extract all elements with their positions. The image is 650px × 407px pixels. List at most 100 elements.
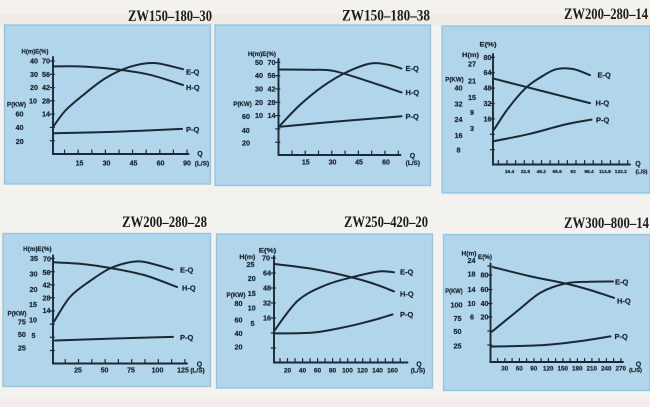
svg-text:30: 30 [329, 160, 337, 167]
svg-text:Q: Q [197, 362, 203, 369]
svg-text:82: 82 [570, 169, 576, 175]
svg-text:30: 30 [501, 366, 509, 373]
svg-text:27: 27 [468, 60, 476, 69]
svg-text:21: 21 [468, 76, 476, 85]
svg-text:H-Q: H-Q [182, 284, 196, 293]
svg-text:16: 16 [455, 131, 463, 140]
svg-text:25: 25 [454, 342, 462, 351]
svg-text:64: 64 [484, 68, 492, 77]
svg-text:120: 120 [543, 366, 554, 373]
svg-text:P-Q: P-Q [400, 310, 414, 319]
svg-text:32: 32 [484, 99, 492, 108]
svg-text:90: 90 [530, 366, 538, 373]
svg-text:60: 60 [382, 160, 390, 167]
svg-text:(L/S): (L/S) [411, 368, 425, 375]
svg-text:P-Q: P-Q [596, 116, 610, 125]
svg-text:H-Q: H-Q [596, 99, 610, 108]
svg-text:H-Q: H-Q [186, 83, 200, 92]
svg-text:40: 40 [481, 299, 489, 308]
svg-text:E-Q: E-Q [598, 71, 612, 80]
svg-text:H-Q: H-Q [400, 290, 414, 299]
svg-text:80: 80 [235, 299, 243, 308]
svg-text:P(KW): P(KW) [445, 77, 463, 84]
svg-text:20: 20 [30, 285, 38, 294]
svg-text:48: 48 [263, 284, 271, 293]
svg-text:16.4: 16.4 [505, 169, 515, 175]
svg-text:ZW150–180–38: ZW150–180–38 [342, 8, 430, 25]
svg-text:65.6: 65.6 [553, 169, 563, 175]
svg-text:80: 80 [481, 271, 489, 280]
svg-text:90: 90 [183, 161, 191, 168]
svg-text:H(m)E(%): H(m)E(%) [23, 246, 51, 253]
svg-text:Q: Q [197, 151, 203, 158]
svg-text:28: 28 [268, 98, 276, 107]
svg-text:70: 70 [43, 255, 51, 264]
svg-text:(L/S): (L/S) [629, 368, 642, 374]
svg-text:8: 8 [457, 146, 461, 155]
svg-text:5: 5 [251, 319, 255, 328]
svg-text:270: 270 [616, 366, 627, 373]
svg-text:6: 6 [470, 312, 474, 321]
svg-text:98.4: 98.4 [584, 169, 594, 175]
svg-text:Q: Q [410, 153, 416, 160]
svg-text:30: 30 [30, 269, 38, 278]
svg-text:H(m)E(%): H(m)E(%) [248, 51, 276, 58]
svg-text:P(KW): P(KW) [233, 101, 252, 108]
svg-text:50: 50 [454, 327, 462, 336]
svg-text:H(m): H(m) [462, 52, 479, 59]
svg-text:14: 14 [43, 306, 51, 315]
svg-text:H(m): H(m) [462, 251, 477, 258]
svg-text:E-Q: E-Q [180, 266, 194, 275]
svg-text:16: 16 [263, 314, 271, 323]
svg-text:100: 100 [342, 367, 353, 374]
svg-text:(L/S): (L/S) [190, 368, 204, 375]
svg-text:49.2: 49.2 [537, 169, 547, 175]
svg-text:E-Q: E-Q [615, 278, 629, 287]
svg-text:100: 100 [451, 301, 463, 310]
svg-text:120: 120 [357, 367, 368, 374]
svg-text:15: 15 [76, 161, 84, 168]
svg-text:ZW200–280–14: ZW200–280–14 [564, 6, 648, 23]
svg-text:ZW150–180–30: ZW150–180–30 [128, 8, 212, 25]
svg-text:75: 75 [454, 314, 462, 323]
svg-text:40: 40 [16, 123, 24, 132]
svg-text:64: 64 [263, 269, 271, 278]
svg-text:15: 15 [248, 289, 256, 298]
svg-text:(L/S): (L/S) [195, 161, 209, 168]
svg-text:24: 24 [468, 256, 476, 265]
svg-text:15: 15 [302, 160, 310, 167]
svg-text:32.8: 32.8 [521, 169, 531, 175]
svg-text:25: 25 [247, 260, 255, 269]
svg-text:30: 30 [103, 161, 111, 168]
svg-text:14: 14 [468, 285, 476, 294]
svg-text:70: 70 [262, 254, 270, 263]
svg-text:75: 75 [127, 368, 135, 375]
svg-text:Q: Q [635, 161, 641, 168]
svg-text:20: 20 [284, 367, 292, 374]
svg-text:E(%): E(%) [480, 42, 497, 49]
svg-text:150: 150 [558, 366, 569, 373]
svg-text:(L/S): (L/S) [406, 160, 420, 167]
svg-text:10: 10 [468, 299, 476, 308]
svg-text:20: 20 [30, 83, 38, 92]
svg-text:60: 60 [314, 367, 322, 374]
svg-text:ZW200–280–28: ZW200–280–28 [122, 214, 207, 231]
svg-text:60: 60 [235, 315, 243, 324]
svg-text:48: 48 [484, 84, 492, 93]
svg-text:10: 10 [255, 111, 263, 120]
svg-text:50: 50 [255, 58, 263, 67]
svg-text:100: 100 [152, 368, 164, 375]
svg-text:132.2: 132.2 [615, 169, 627, 175]
svg-text:14: 14 [268, 111, 276, 120]
svg-text:20: 20 [242, 138, 250, 147]
svg-text:60: 60 [242, 112, 250, 121]
svg-text:E-Q: E-Q [186, 68, 200, 77]
svg-text:E-Q: E-Q [406, 64, 420, 73]
svg-text:15: 15 [29, 300, 37, 309]
svg-text:10: 10 [29, 96, 37, 105]
svg-text:P(KW): P(KW) [8, 311, 27, 318]
svg-text:60: 60 [481, 285, 489, 294]
svg-text:75: 75 [18, 318, 26, 327]
svg-text:P-Q: P-Q [406, 112, 420, 121]
svg-text:50: 50 [101, 368, 109, 375]
